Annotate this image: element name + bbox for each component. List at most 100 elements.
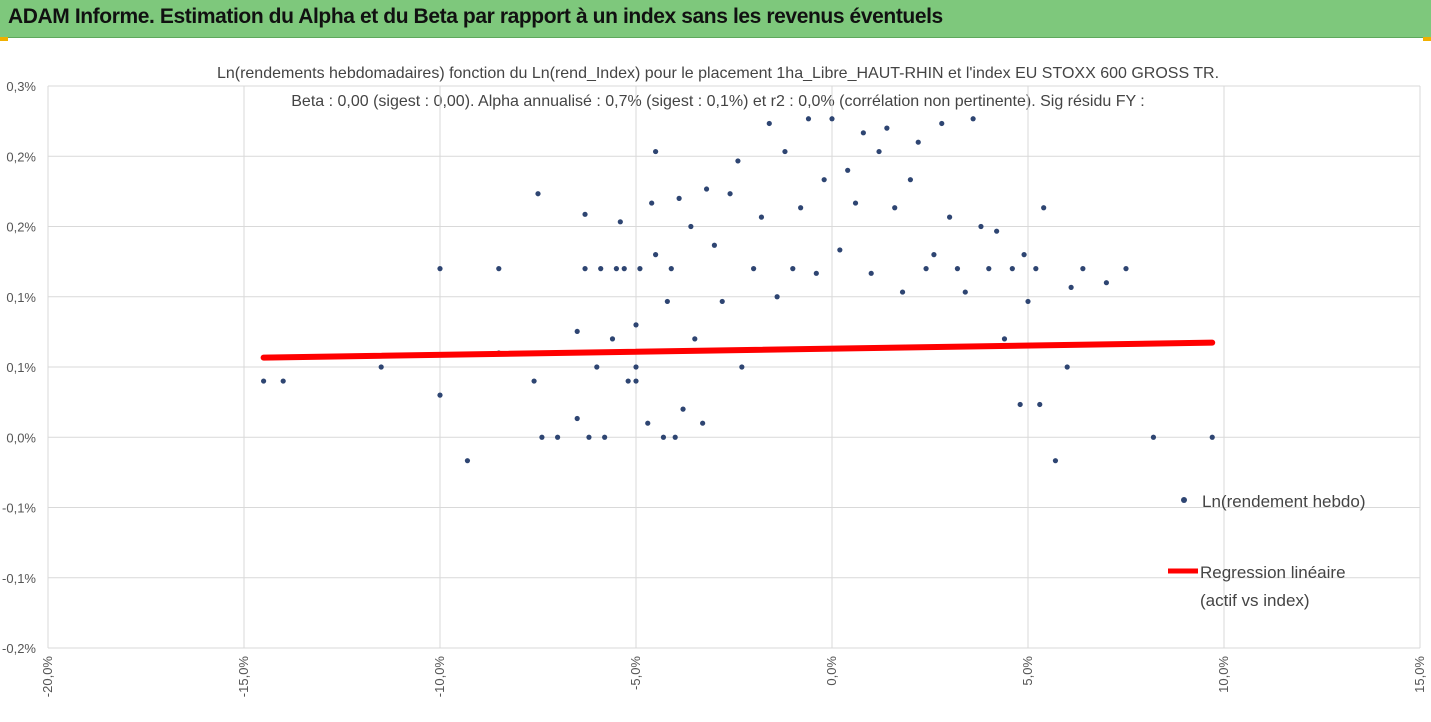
- data-point: [923, 266, 929, 272]
- data-point: [970, 116, 976, 122]
- x-tick-label: 5,0%: [1020, 656, 1035, 686]
- data-point: [582, 211, 588, 217]
- data-point: [1025, 298, 1031, 305]
- data-point: [602, 434, 608, 440]
- data-point: [378, 364, 384, 370]
- data-point: [609, 336, 616, 342]
- data-point: [582, 266, 588, 272]
- data-point: [751, 266, 757, 272]
- data-point: [531, 378, 537, 384]
- data-point: [852, 200, 859, 206]
- x-tick-label: -15,0%: [236, 656, 251, 698]
- data-point: [727, 191, 733, 197]
- y-tick-label: 0,2%: [6, 220, 36, 235]
- data-point: [680, 406, 686, 412]
- data-point: [703, 186, 710, 192]
- data-point: [790, 266, 796, 272]
- data-point: [1009, 266, 1015, 272]
- data-point: [1064, 364, 1070, 370]
- x-axis-ticks: -20,0% -15,0% -10,0% -5,0% 0,0% 5,0% 10,0% 15,0…: [40, 656, 1427, 698]
- data-point: [621, 266, 627, 272]
- x-tick-label: 15,0%: [1412, 656, 1427, 693]
- legend-label-points: Ln(rendement hebdo): [1202, 492, 1366, 511]
- regression-line-segment: [260, 339, 1216, 361]
- legend-label-regression-line1: Regression linéaire: [1200, 563, 1346, 582]
- data-point: [688, 223, 694, 230]
- legend-marker-points: [1181, 497, 1187, 503]
- data-point: [1209, 434, 1215, 440]
- x-tick-label: 10,0%: [1216, 656, 1231, 693]
- y-tick-label: 0,2%: [6, 149, 36, 164]
- data-point: [637, 266, 643, 272]
- data-point: [700, 420, 706, 426]
- x-tick-label: 0,0%: [824, 656, 839, 686]
- y-tick-label: 0,1%: [6, 290, 36, 305]
- data-point: [653, 252, 659, 258]
- data-point: [1037, 401, 1043, 408]
- data-point: [692, 336, 698, 342]
- chart-subtitle-line2: Beta : 0,00 (sigest : 0,00). Alpha annua…: [291, 93, 1145, 110]
- data-point: [1103, 280, 1109, 286]
- data-point: [1068, 284, 1074, 290]
- data-point: [653, 148, 659, 155]
- data-point: [261, 378, 267, 384]
- data-point: [954, 266, 961, 272]
- data-point: [735, 158, 741, 164]
- data-point: [574, 328, 580, 335]
- data-point: [994, 228, 1000, 234]
- data-point: [739, 364, 745, 370]
- data-point: [821, 177, 827, 183]
- data-point: [1052, 458, 1059, 464]
- x-tick-label: -20,0%: [40, 656, 55, 698]
- data-point: [782, 148, 788, 155]
- legend: Ln(rendement hebdo) Regression linéaire …: [1168, 492, 1366, 610]
- data-point: [860, 130, 866, 136]
- y-tick-label: 0,3%: [6, 79, 36, 94]
- data-point: [668, 266, 674, 272]
- data-point: [664, 298, 670, 305]
- y-tick-label: -0,1%: [2, 501, 36, 516]
- data-point: [1021, 252, 1027, 258]
- data-point: [774, 294, 780, 300]
- regression-line: [260, 339, 1216, 361]
- data-point: [947, 214, 953, 220]
- data-point: [711, 242, 718, 248]
- data-point: [555, 434, 561, 440]
- data-point: [633, 322, 639, 328]
- data-point: [758, 214, 765, 220]
- data-point: [676, 195, 682, 201]
- data-point: [986, 266, 992, 272]
- page-title: ADAM Informe. Estimation du Alpha et du …: [8, 5, 943, 28]
- data-point: [594, 364, 600, 370]
- data-point: [813, 270, 819, 276]
- data-point: [1001, 336, 1008, 342]
- corner-mark: [1423, 37, 1431, 41]
- data-point: [496, 266, 502, 272]
- data-point: [660, 434, 667, 440]
- data-point: [805, 116, 812, 122]
- data-point: [845, 167, 851, 173]
- data-point: [892, 205, 898, 211]
- y-tick-label: -0,2%: [2, 641, 36, 656]
- data-point: [1033, 266, 1039, 272]
- data-point: [766, 120, 772, 127]
- data-point: [939, 120, 945, 127]
- data-point: [1041, 205, 1047, 211]
- data-point: [672, 434, 678, 440]
- data-point: [539, 434, 545, 440]
- data-point: [280, 378, 286, 384]
- data-point: [437, 266, 443, 272]
- data-point: [1123, 266, 1129, 272]
- data-point: [464, 458, 471, 464]
- data-point: [633, 364, 639, 370]
- data-points: [261, 116, 1215, 464]
- y-tick-label: 0,0%: [6, 430, 36, 445]
- data-point: [719, 298, 725, 305]
- y-axis-ticks: 0,3% 0,2% 0,2% 0,1% 0,1% 0,0% -0,1% -0,1% -0,2%: [2, 79, 36, 656]
- data-point: [625, 378, 631, 384]
- title-bar: ADAM Informe. Estimation du Alpha et du …: [0, 0, 1431, 38]
- scatter-chart: Ln(rendements hebdomadaires) fonction du…: [2, 65, 1427, 698]
- y-tick-label: -0,1%: [2, 571, 36, 586]
- data-point: [907, 177, 914, 183]
- data-point: [876, 148, 882, 155]
